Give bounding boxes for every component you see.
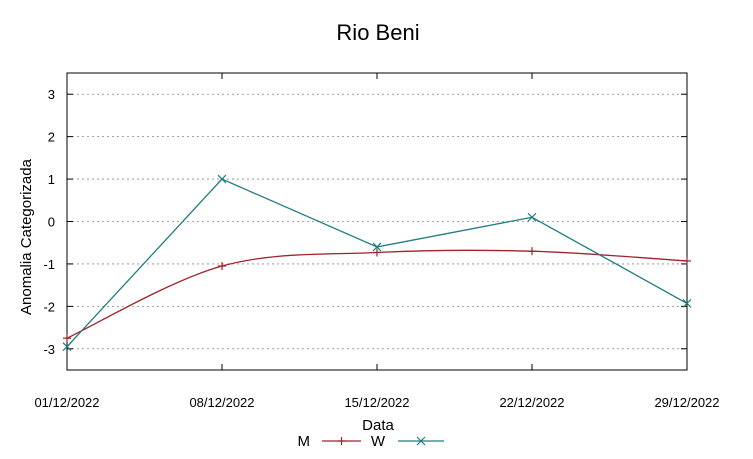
y-axis: -3 -2 -1 0 1 2 3	[43, 87, 687, 357]
grid-lines	[67, 93, 687, 350]
data-point-W	[62, 342, 72, 352]
series-line-M	[66, 249, 688, 339]
y-tick-label: -3	[43, 342, 55, 357]
data-point-W	[527, 212, 537, 222]
chart-title: Rio Beni	[336, 20, 419, 45]
x-tick-label: 22/12/2022	[499, 395, 564, 410]
legend-marker-W	[416, 436, 426, 446]
data-point-W	[372, 242, 382, 252]
y-tick-label: -1	[43, 257, 55, 272]
data-point-M	[373, 248, 381, 257]
data-point-M	[528, 247, 536, 256]
x-axis-label: Data	[362, 417, 394, 434]
data-point-M	[63, 334, 71, 343]
data-point-W	[217, 174, 227, 184]
y-tick-label: 2	[48, 130, 55, 145]
x-tick-label: 29/12/2022	[654, 395, 719, 410]
y-axis-label: Anomalia Categorizada	[18, 158, 35, 315]
legend-label-M: M	[298, 433, 311, 450]
y-tick-label: 0	[48, 215, 55, 230]
y-tick-label: 1	[48, 172, 55, 187]
data-point-M	[683, 256, 691, 265]
x-tick-label: 15/12/2022	[344, 395, 409, 410]
legend-label-W: W	[371, 433, 386, 450]
series-line-W	[66, 178, 688, 348]
data-point-W	[682, 298, 692, 308]
legend-marker-M	[337, 437, 346, 445]
data-point-M	[218, 262, 226, 271]
y-tick-label: -2	[43, 299, 55, 314]
y-tick-label: 3	[48, 87, 55, 102]
x-tick-label: 08/12/2022	[189, 395, 254, 410]
x-tick-label: 01/12/2022	[34, 395, 99, 410]
series-group	[62, 174, 692, 352]
x-axis: 01/12/2022 08/12/2022 15/12/2022 22/12/2022…	[34, 73, 720, 410]
